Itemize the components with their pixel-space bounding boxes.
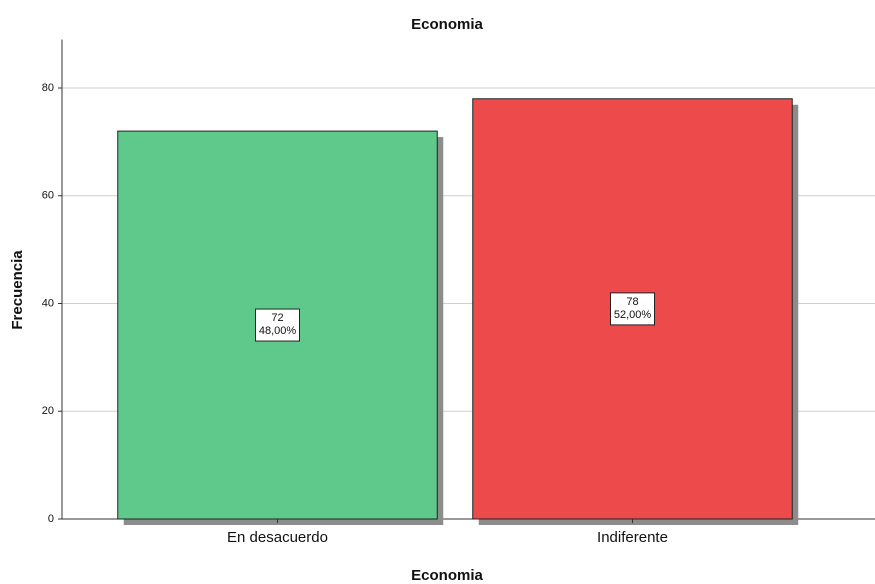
data-label-box <box>255 308 300 342</box>
data-label: 78 <box>626 296 638 308</box>
data-label: 52,00% <box>614 309 652 321</box>
x-axis-title: Economia <box>411 567 483 584</box>
y-tick-label: 40 <box>42 297 54 309</box>
x-tick-label: En desacuerdo <box>227 529 328 546</box>
y-tick-label: 20 <box>42 405 54 417</box>
chart-title: Economia <box>411 16 483 33</box>
y-axis-title: Frecuencia <box>9 250 26 330</box>
y-tick-label: 80 <box>42 82 54 94</box>
x-tick-label: Indiferente <box>597 529 668 546</box>
y-tick-label: 60 <box>42 190 54 202</box>
y-tick-label: 0 <box>48 513 54 525</box>
data-label: 48,00% <box>259 325 297 337</box>
data-label: 72 <box>271 312 283 324</box>
data-label-box <box>610 292 655 326</box>
